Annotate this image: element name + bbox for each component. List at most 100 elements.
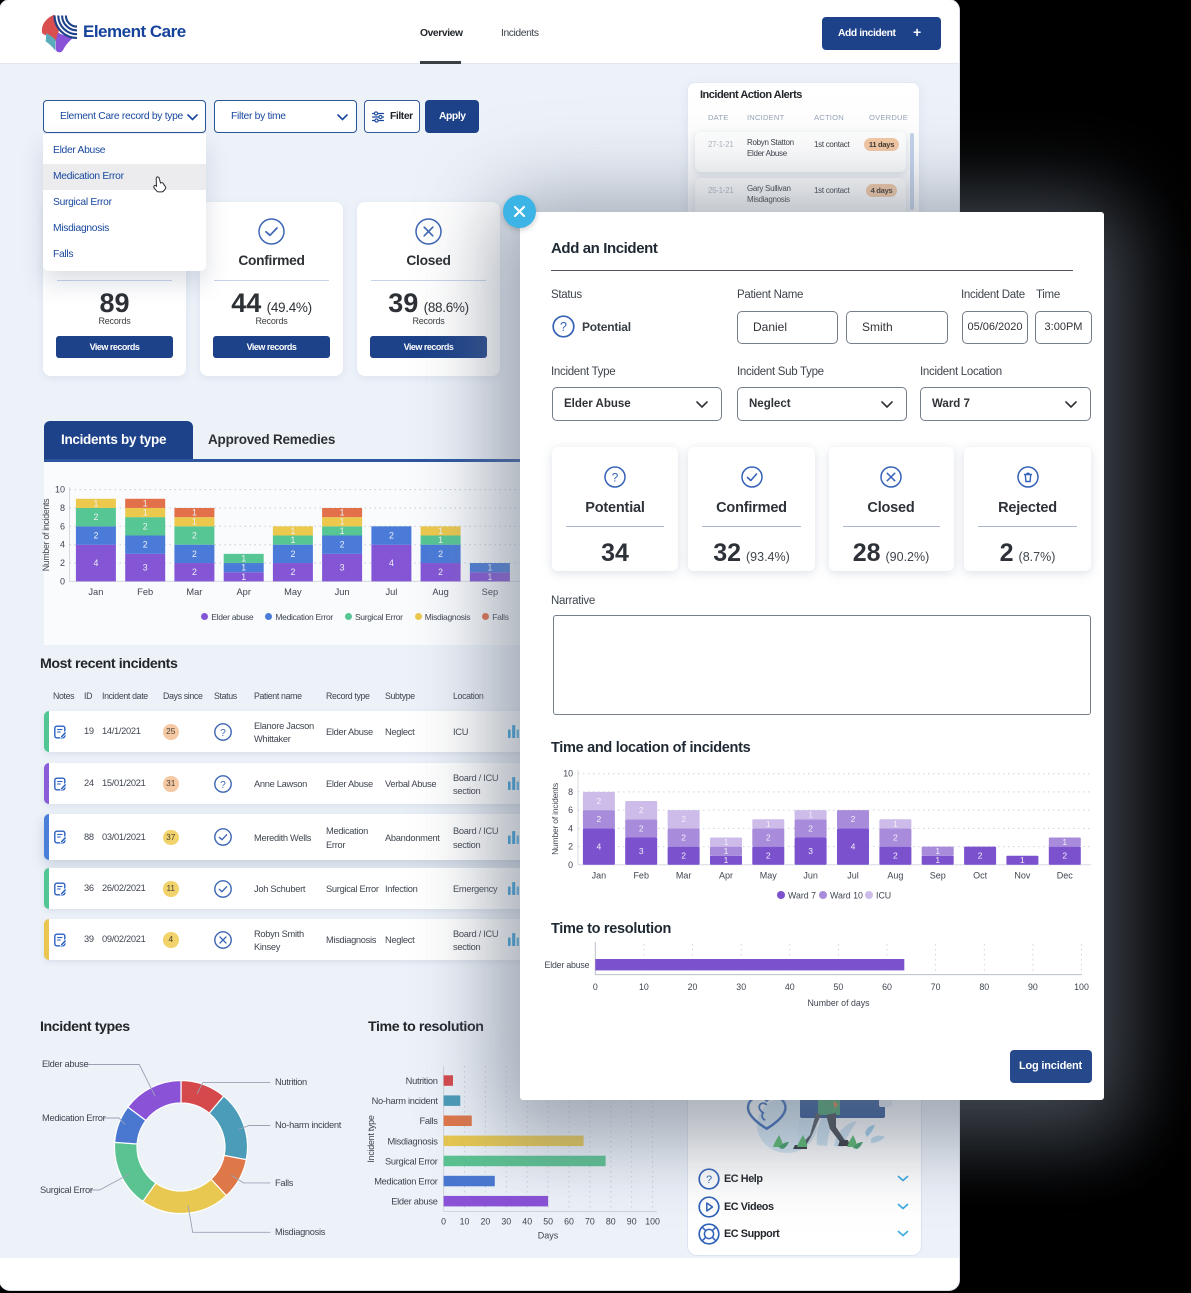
svg-text:Mar: Mar <box>186 587 202 597</box>
svg-text:3: 3 <box>340 563 345 573</box>
svg-text:60: 60 <box>564 1217 574 1227</box>
svg-text:Dec: Dec <box>1057 871 1074 881</box>
svg-text:Medication Error: Medication Error <box>374 1177 438 1187</box>
svg-text:0: 0 <box>568 860 573 870</box>
svg-text:1: 1 <box>340 517 345 527</box>
svg-text:Number of incidents: Number of incidents <box>550 783 560 855</box>
svg-text:20: 20 <box>688 982 698 992</box>
svg-text:2: 2 <box>681 833 686 843</box>
svg-text:2: 2 <box>893 833 898 843</box>
svg-text:2: 2 <box>143 521 148 531</box>
svg-text:1: 1 <box>290 526 295 536</box>
svg-text:2: 2 <box>681 814 686 824</box>
svg-text:2: 2 <box>1062 851 1067 861</box>
svg-text:2: 2 <box>597 814 602 824</box>
svg-text:May: May <box>284 587 302 597</box>
svg-text:2: 2 <box>978 851 983 861</box>
svg-text:1: 1 <box>290 535 295 545</box>
svg-text:1: 1 <box>766 819 771 829</box>
svg-text:2: 2 <box>893 851 898 861</box>
svg-text:Elder abuse: Elder abuse <box>391 1197 437 1207</box>
svg-text:100: 100 <box>1074 982 1089 992</box>
svg-text:2: 2 <box>93 512 98 522</box>
svg-text:Nov: Nov <box>1014 871 1031 881</box>
svg-text:1: 1 <box>438 526 443 536</box>
svg-text:?: ? <box>612 471 619 485</box>
svg-text:1: 1 <box>340 508 345 518</box>
svg-text:0: 0 <box>593 982 598 992</box>
svg-text:Jul: Jul <box>385 587 397 597</box>
svg-text:Feb: Feb <box>137 587 153 597</box>
svg-text:1: 1 <box>143 498 148 508</box>
svg-text:?: ? <box>706 1174 712 1186</box>
svg-text:1: 1 <box>487 572 492 582</box>
svg-text:1: 1 <box>808 810 813 820</box>
svg-text:2: 2 <box>290 549 295 559</box>
svg-text:70: 70 <box>931 982 941 992</box>
svg-text:1: 1 <box>192 508 197 518</box>
svg-text:3: 3 <box>808 846 813 856</box>
svg-text:2: 2 <box>389 531 394 541</box>
svg-text:10: 10 <box>55 485 65 495</box>
svg-text:2: 2 <box>93 531 98 541</box>
svg-text:2: 2 <box>438 567 443 577</box>
svg-text:1: 1 <box>935 855 940 865</box>
svg-text:1: 1 <box>893 819 898 829</box>
svg-text:1: 1 <box>241 563 246 573</box>
svg-text:100: 100 <box>645 1217 660 1227</box>
svg-text:1: 1 <box>1062 837 1067 847</box>
svg-text:1: 1 <box>935 846 940 856</box>
svg-text:Mar: Mar <box>676 871 692 881</box>
svg-text:Elder abuse: Elder abuse <box>545 960 590 970</box>
svg-text:4: 4 <box>597 842 602 852</box>
svg-text:1: 1 <box>93 498 98 508</box>
svg-text:Jul: Jul <box>847 871 859 881</box>
svg-text:Jan: Jan <box>592 871 607 881</box>
svg-text:4: 4 <box>851 842 856 852</box>
svg-text:70: 70 <box>585 1217 595 1227</box>
svg-text:1: 1 <box>724 846 729 856</box>
svg-text:8: 8 <box>60 503 65 513</box>
svg-text:?: ? <box>220 727 226 738</box>
svg-text:50: 50 <box>834 982 844 992</box>
svg-text:2: 2 <box>568 842 573 852</box>
svg-text:Incident type: Incident type <box>366 1115 376 1162</box>
svg-text:Oct: Oct <box>973 871 988 881</box>
svg-text:Apr: Apr <box>236 587 250 597</box>
svg-text:90: 90 <box>1028 982 1038 992</box>
svg-text:40: 40 <box>785 982 795 992</box>
svg-text:2: 2 <box>639 805 644 815</box>
svg-text:2: 2 <box>438 549 443 559</box>
svg-text:2: 2 <box>681 851 686 861</box>
svg-text:90: 90 <box>627 1217 637 1227</box>
svg-text:2: 2 <box>290 567 295 577</box>
svg-text:20: 20 <box>481 1217 491 1227</box>
svg-text:1: 1 <box>340 526 345 536</box>
svg-text:1: 1 <box>1020 855 1025 865</box>
svg-text:2: 2 <box>60 558 65 568</box>
svg-text:30: 30 <box>736 982 746 992</box>
svg-text:0: 0 <box>60 576 65 586</box>
svg-text:Sep: Sep <box>482 587 499 597</box>
svg-text:2: 2 <box>192 531 197 541</box>
svg-text:Aug: Aug <box>432 587 449 597</box>
svg-text:2: 2 <box>597 796 602 806</box>
svg-text:Ward 10: Ward 10 <box>830 890 863 900</box>
svg-text:2: 2 <box>851 814 856 824</box>
svg-text:60: 60 <box>882 982 892 992</box>
svg-text:6: 6 <box>60 521 65 531</box>
svg-text:10: 10 <box>639 982 649 992</box>
svg-text:3: 3 <box>639 846 644 856</box>
svg-text:80: 80 <box>606 1217 616 1227</box>
svg-text:Jun: Jun <box>335 587 350 597</box>
svg-text:Feb: Feb <box>633 871 649 881</box>
svg-text:2: 2 <box>808 823 813 833</box>
svg-text:2: 2 <box>143 540 148 550</box>
svg-text:?: ? <box>220 779 226 790</box>
svg-text:1: 1 <box>143 508 148 518</box>
svg-text:Jun: Jun <box>803 871 818 881</box>
svg-text:Aug: Aug <box>887 871 903 881</box>
svg-text:4: 4 <box>93 558 98 568</box>
svg-text:1: 1 <box>241 554 246 564</box>
svg-text:Surgical Error: Surgical Error <box>385 1156 438 1166</box>
